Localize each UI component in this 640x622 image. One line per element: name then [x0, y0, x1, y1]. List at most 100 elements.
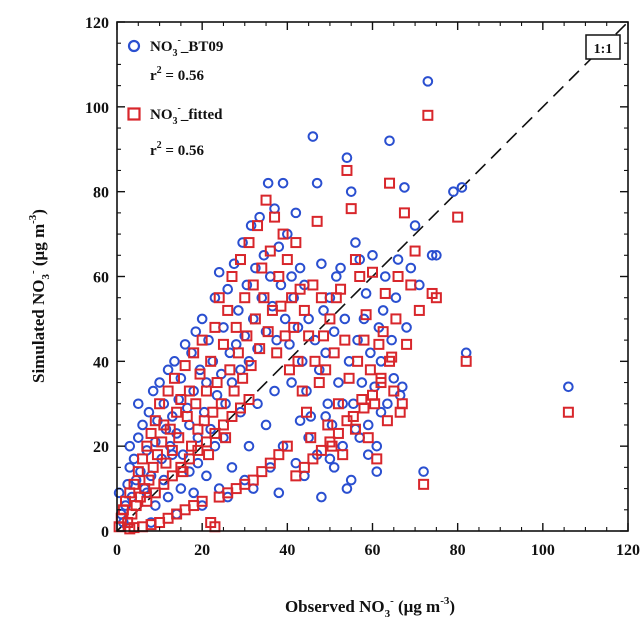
data-point-fitted — [409, 245, 421, 257]
data-point-bt09 — [271, 334, 282, 346]
data-point-bt09 — [414, 279, 425, 291]
data-point-fitted — [273, 449, 285, 461]
data-point-fitted — [362, 432, 374, 444]
data-point-fitted — [343, 372, 355, 384]
data-point-fitted — [281, 440, 293, 452]
data-point-fitted — [413, 304, 425, 316]
data-point-fitted — [179, 360, 191, 372]
data-point-fitted — [226, 271, 238, 282]
data-point-fitted — [307, 453, 319, 465]
data-point-fitted — [151, 449, 163, 461]
data-point-fitted — [390, 313, 402, 325]
data-point-bt09 — [286, 377, 297, 388]
data-point-bt09 — [345, 186, 357, 197]
data-point-fitted — [128, 478, 140, 490]
data-point-fitted — [196, 334, 208, 346]
data-point-fitted — [192, 444, 204, 456]
data-point-bt09 — [137, 419, 148, 431]
data-point-fitted — [303, 330, 315, 342]
data-point-bt09 — [345, 474, 357, 486]
data-point-bt09 — [218, 322, 229, 333]
data-point-bt09 — [260, 419, 272, 431]
data-point-fitted — [158, 478, 170, 490]
data-point-fitted — [335, 283, 347, 295]
data-point-fitted — [377, 326, 389, 338]
data-point-fitted — [313, 377, 325, 389]
x-tick-label: 20 — [194, 542, 210, 559]
data-point-fitted — [332, 398, 344, 410]
data-point-fitted — [269, 211, 281, 223]
data-point-bt09 — [324, 453, 336, 465]
data-point-bt09 — [307, 131, 319, 142]
data-point-fitted — [562, 406, 574, 418]
x-tick-label: 100 — [531, 542, 555, 559]
data-point-bt09 — [252, 398, 263, 410]
data-point-bt09 — [175, 373, 187, 384]
data-point-fitted — [237, 372, 249, 384]
data-point-bt09 — [318, 305, 329, 316]
data-point-bt09 — [382, 398, 393, 410]
data-point-fitted — [183, 385, 195, 397]
data-point-fitted — [318, 330, 330, 342]
data-point-bt09 — [375, 406, 387, 418]
data-point-fitted — [290, 470, 302, 482]
data-point-bt09 — [333, 377, 344, 388]
data-point-fitted — [145, 427, 157, 439]
data-point-bt09 — [384, 135, 395, 147]
legend-marker-square — [127, 107, 141, 121]
data-point-fitted — [275, 300, 287, 312]
data-point-fitted — [309, 355, 321, 367]
data-point-fitted — [367, 266, 378, 278]
data-point-fitted — [360, 309, 372, 321]
data-point-fitted — [305, 432, 317, 444]
data-point-bt09 — [431, 249, 442, 261]
data-point-fitted — [239, 292, 251, 304]
data-point-fitted — [132, 466, 144, 478]
data-point-fitted — [156, 436, 168, 448]
data-point-fitted — [256, 466, 268, 478]
legend-entry-fitted: NO3-_fitted r2 = 0.56 — [127, 103, 223, 159]
data-point-fitted — [258, 292, 270, 304]
data-point-bt09 — [286, 271, 297, 282]
data-point-fitted — [277, 228, 289, 240]
data-point-bt09 — [320, 347, 331, 359]
legend-label-main: NO — [150, 39, 173, 55]
data-point-fitted — [245, 360, 257, 372]
data-point-fitted — [217, 338, 229, 350]
data-point-fitted — [162, 385, 174, 397]
data-point-fitted — [281, 254, 293, 266]
data-point-bt09 — [277, 177, 289, 189]
y-tick-label: 100 — [85, 100, 109, 117]
data-point-bt09 — [273, 241, 285, 253]
data-point-fitted — [220, 432, 232, 444]
data-point-fitted — [137, 453, 149, 465]
y-tick-label: 20 — [93, 439, 109, 456]
data-point-fitted — [141, 440, 153, 452]
data-point-fitted — [168, 372, 180, 384]
data-point-fitted — [224, 364, 236, 376]
data-point-bt09 — [162, 491, 174, 503]
data-point-fitted — [322, 419, 334, 431]
data-point-fitted — [207, 406, 219, 418]
data-point-fitted — [241, 330, 253, 342]
y-tick-label: 120 — [85, 15, 109, 32]
data-point-bt09 — [154, 377, 165, 388]
data-point-bt09 — [179, 339, 191, 350]
data-point-fitted — [171, 406, 183, 418]
data-point-bt09 — [222, 283, 234, 295]
data-point-fitted — [328, 347, 340, 359]
data-point-fitted — [290, 237, 302, 249]
data-point-bt09 — [350, 423, 361, 435]
data-point-fitted — [198, 415, 210, 427]
svg-text:NO3-_BT09: NO3-_BT09 — [150, 35, 223, 59]
data-point-fitted — [430, 292, 442, 304]
data-point-fitted — [194, 368, 206, 380]
data-point-fitted — [234, 402, 246, 414]
data-point-bt09 — [132, 432, 144, 443]
one-to-one-label: 1:1 — [585, 34, 621, 60]
data-point-bt09 — [328, 326, 340, 337]
data-point-bt09 — [316, 258, 327, 270]
data-point-fitted — [143, 474, 155, 486]
data-point-fitted — [367, 389, 378, 401]
